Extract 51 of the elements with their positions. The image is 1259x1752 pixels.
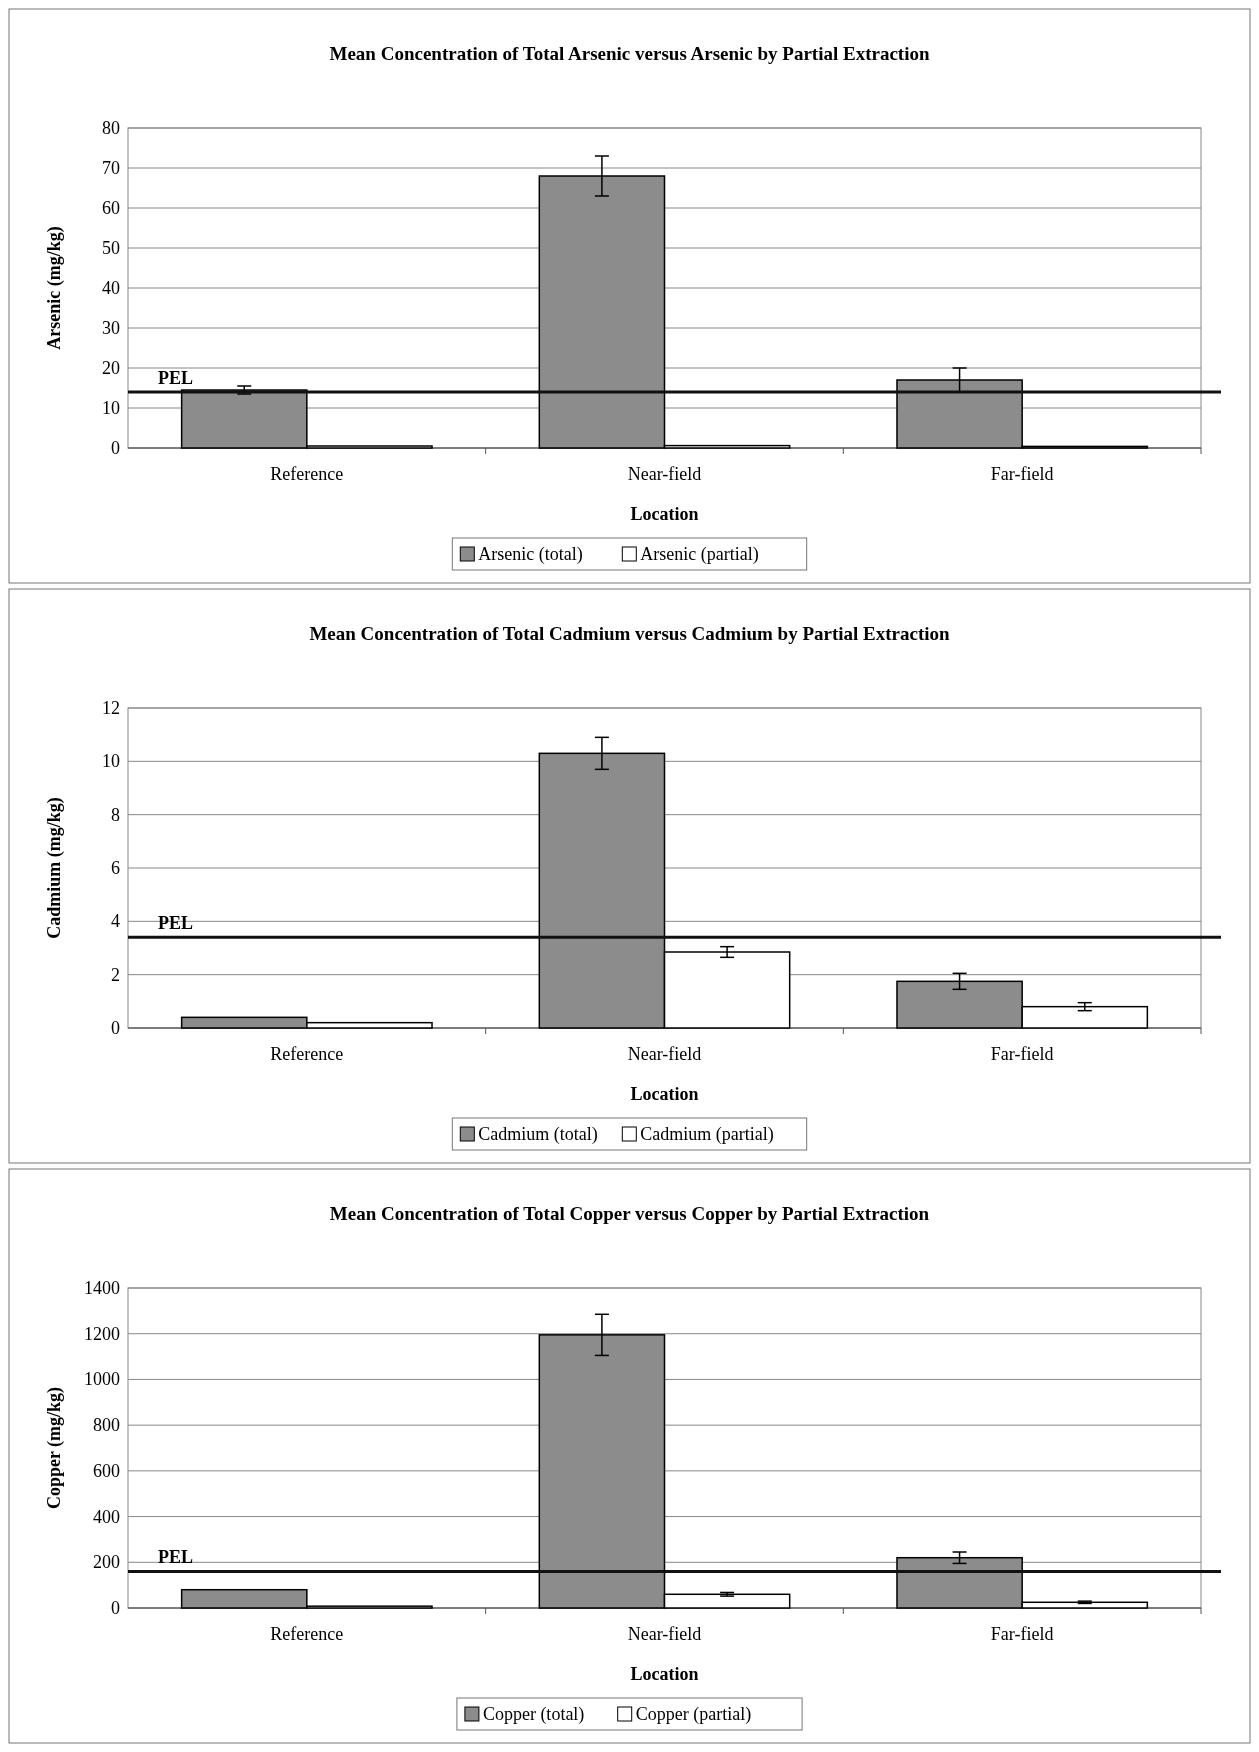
y-tick-label: 0 — [111, 438, 120, 458]
y-tick-label: 50 — [102, 238, 120, 258]
y-tick-label: 200 — [93, 1552, 120, 1573]
y-tick-label: 80 — [102, 118, 120, 138]
x-tick-label: Near-field — [627, 1044, 702, 1064]
y-axis-title: Copper (mg/kg) — [44, 1386, 65, 1510]
y-tick-label: 10 — [102, 751, 120, 772]
ref-line-label: PEL — [158, 368, 194, 388]
x-tick-label: Reference — [270, 464, 344, 484]
ref-line-label: PEL — [158, 913, 194, 934]
y-tick-label: 10 — [102, 398, 120, 418]
x-tick-label: Far-field — [990, 1044, 1054, 1064]
x-tick-label: Near-field — [627, 1624, 702, 1644]
y-tick-label: 40 — [102, 278, 120, 298]
y-tick-label: 20 — [102, 358, 120, 378]
legend-label: Arsenic (partial) — [640, 544, 759, 565]
y-axis-title: Cadmium (mg/kg) — [44, 797, 65, 939]
chart-title: Mean Concentration of Total Arsenic versus Arsenic by Partial Extraction — [329, 43, 930, 64]
y-tick-label: 1200 — [84, 1323, 120, 1344]
chart-title: Mean Concentration of Total Cadmium versus Cadmium by Partial Extraction — [309, 623, 951, 644]
x-axis-title: Location — [630, 1084, 699, 1104]
y-tick-label: 1400 — [84, 1278, 120, 1298]
x-tick-label: Reference — [270, 1044, 344, 1064]
y-tick-label: 800 — [93, 1415, 120, 1436]
x-tick-label: Far-field — [990, 464, 1054, 484]
y-axis-title: Arsenic (mg/kg) — [44, 226, 65, 350]
y-tick-label: 12 — [102, 698, 120, 718]
x-axis-title: Location — [630, 1664, 699, 1684]
y-tick-label: 0 — [111, 1598, 120, 1618]
x-tick-label: Near-field — [627, 464, 702, 484]
legend-label: Cadmium (partial) — [640, 1124, 774, 1145]
y-tick-label: 8 — [111, 804, 120, 825]
x-tick-label: Far-field — [990, 1624, 1054, 1644]
ref-line-label: PEL — [158, 1547, 194, 1568]
y-tick-label: 60 — [102, 198, 120, 218]
legend-label: Arsenic (total) — [478, 544, 583, 565]
x-axis-title: Location — [630, 504, 699, 524]
y-tick-label: 6 — [111, 858, 120, 878]
x-tick-label: Reference — [270, 1624, 344, 1644]
y-tick-label: 600 — [93, 1460, 120, 1481]
y-tick-label: 2 — [111, 964, 120, 985]
y-tick-label: 30 — [102, 318, 120, 338]
legend-label: Cadmium (total) — [478, 1124, 598, 1145]
legend-label: Copper (total) — [482, 1704, 585, 1725]
y-tick-label: 70 — [102, 158, 120, 178]
y-tick-label: 1000 — [84, 1369, 120, 1390]
y-tick-label: 0 — [111, 1018, 120, 1038]
y-tick-label: 400 — [93, 1506, 120, 1527]
legend-label: Copper (partial) — [635, 1704, 752, 1725]
y-tick-label: 4 — [111, 911, 120, 932]
chart-title: Mean Concentration of Total Copper versus Copper by Partial Extraction — [329, 1203, 930, 1224]
